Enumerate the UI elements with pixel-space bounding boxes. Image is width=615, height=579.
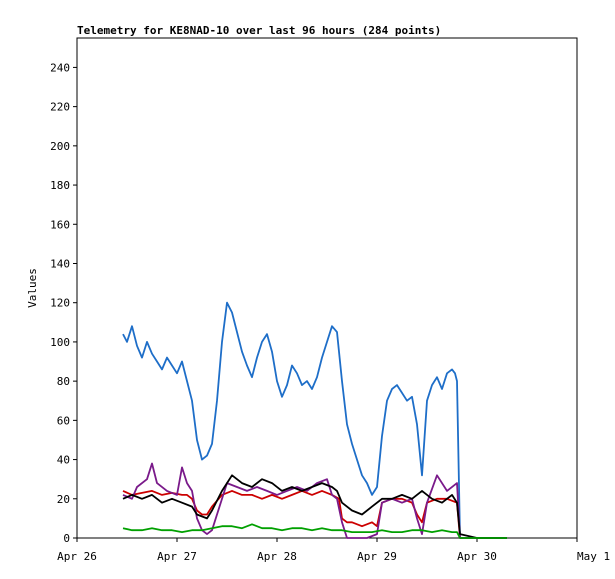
x-tick-label: Apr 28 bbox=[257, 550, 297, 563]
x-tick-label: Apr 30 bbox=[457, 550, 497, 563]
series-line-1 bbox=[122, 301, 507, 539]
y-tick-label: 60 bbox=[57, 414, 70, 427]
series-lines bbox=[122, 301, 507, 539]
y-tick-label: 200 bbox=[50, 140, 70, 153]
y-tick-label: 40 bbox=[57, 454, 70, 467]
y-tick-label: 240 bbox=[50, 61, 70, 74]
series-line-3 bbox=[122, 462, 507, 539]
y-tick-label: 160 bbox=[50, 218, 70, 231]
y-tick-label: 80 bbox=[57, 375, 70, 388]
y-axis-label: Values bbox=[26, 268, 39, 308]
plot-area bbox=[76, 37, 578, 539]
y-tick-label: 180 bbox=[50, 179, 70, 192]
y-tick-label: 0 bbox=[63, 532, 70, 545]
y-axis: 0 20 40 60 80 100 120 140 160 180 200 220 240 bbox=[50, 61, 77, 545]
y-tick-label: 100 bbox=[50, 336, 70, 349]
x-axis: Apr 26 Apr 27 Apr 28 Apr 29 Apr 30 May 1 bbox=[57, 538, 610, 563]
series-line-5 bbox=[122, 523, 507, 539]
chart-title: Telemetry for KE8NAD-10 over last 96 hou… bbox=[77, 24, 441, 37]
series-line-4 bbox=[122, 474, 507, 539]
y-tick-label: 20 bbox=[57, 493, 70, 506]
x-tick-label: Apr 26 bbox=[57, 550, 97, 563]
x-tick-label: Apr 29 bbox=[357, 550, 397, 563]
x-tick-label: Apr 27 bbox=[157, 550, 197, 563]
y-tick-label: 220 bbox=[50, 101, 70, 114]
y-tick-label: 120 bbox=[50, 297, 70, 310]
y-tick-label: 140 bbox=[50, 257, 70, 270]
x-tick-label: May 1 bbox=[577, 550, 610, 563]
